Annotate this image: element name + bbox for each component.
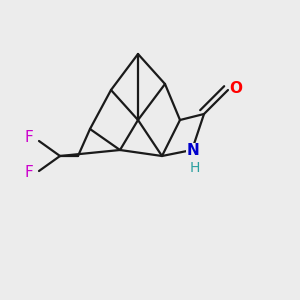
Text: F: F (24, 130, 33, 146)
Text: H: H (189, 161, 200, 175)
Text: F: F (24, 165, 33, 180)
Text: O: O (229, 81, 242, 96)
Text: N: N (187, 143, 200, 158)
